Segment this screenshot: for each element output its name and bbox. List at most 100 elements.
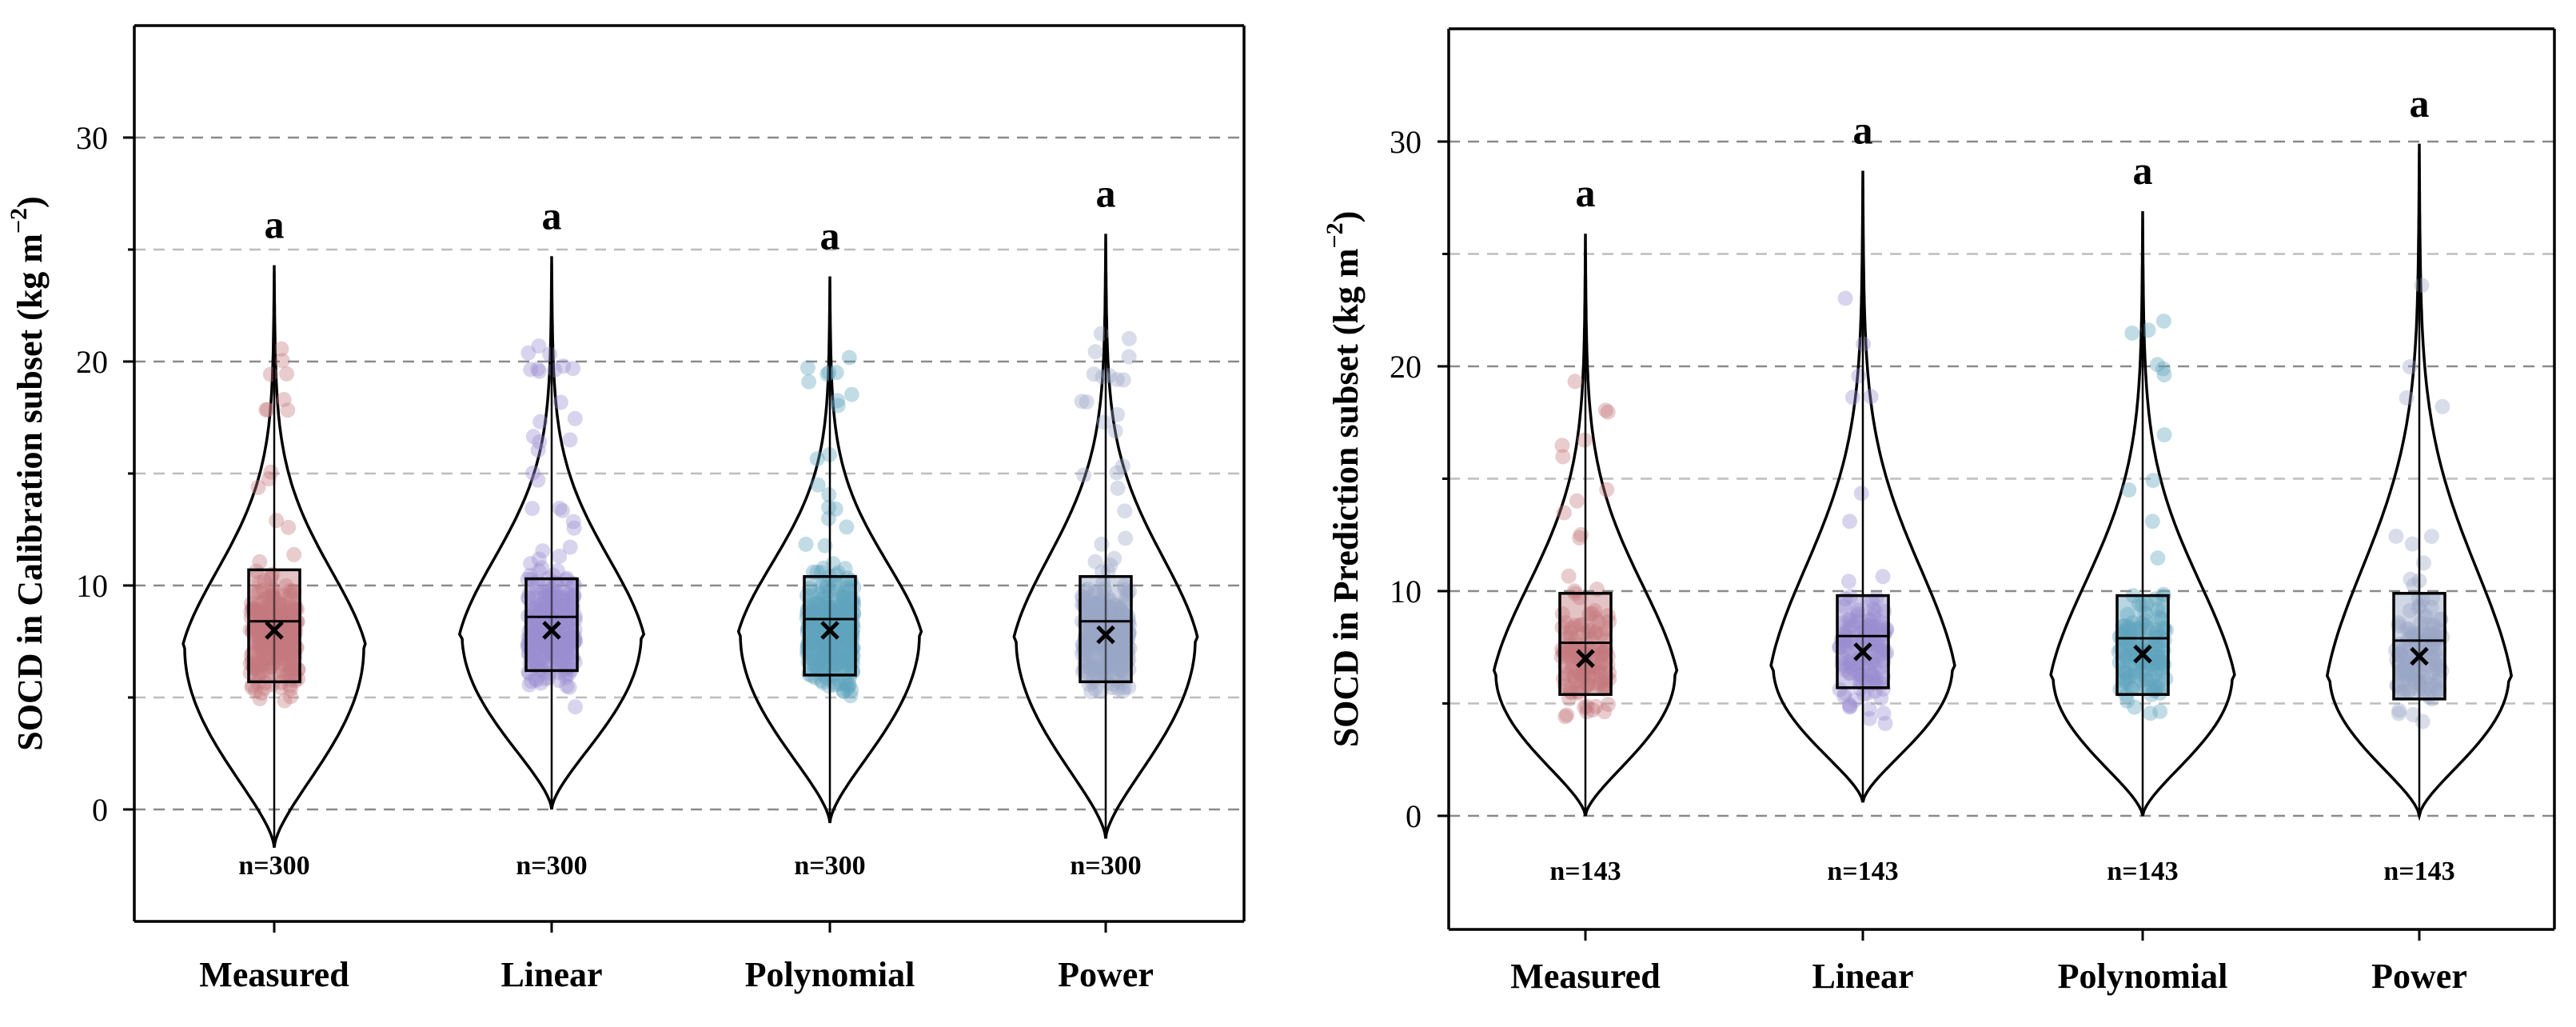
data-point xyxy=(523,362,539,378)
data-point xyxy=(534,596,550,612)
data-point xyxy=(252,604,268,620)
data-point xyxy=(1590,659,1606,675)
data-point xyxy=(1079,626,1095,641)
data-point xyxy=(1114,662,1130,678)
data-point xyxy=(260,641,276,657)
data-point xyxy=(269,637,285,653)
data-point xyxy=(1597,704,1613,720)
data-point xyxy=(1862,617,1878,633)
data-point xyxy=(286,626,302,642)
data-point xyxy=(273,597,289,613)
data-point xyxy=(1104,680,1119,696)
x-category-label: Linear xyxy=(500,955,602,994)
data-point xyxy=(831,656,847,672)
data-point xyxy=(2150,679,2165,694)
data-point xyxy=(559,619,575,635)
data-point xyxy=(845,621,861,636)
data-point xyxy=(2412,678,2428,694)
data-point xyxy=(273,644,289,659)
data-point xyxy=(253,633,269,649)
y-tick-label: 30 xyxy=(76,120,108,156)
data-point xyxy=(555,503,570,518)
data-point xyxy=(539,645,555,661)
data-point xyxy=(1089,604,1105,620)
data-point xyxy=(525,429,541,445)
data-point xyxy=(837,620,852,636)
data-point xyxy=(559,633,575,649)
data-point xyxy=(284,584,300,600)
data-point xyxy=(1561,568,1577,584)
data-point xyxy=(1595,645,1610,661)
data-point xyxy=(567,633,583,649)
data-point xyxy=(805,631,821,647)
y-tick-label: 10 xyxy=(1390,573,1422,609)
data-point xyxy=(845,640,861,656)
data-point xyxy=(280,626,296,642)
data-point xyxy=(1086,366,1102,382)
data-point xyxy=(1872,640,1888,656)
data-point xyxy=(845,597,861,613)
data-point xyxy=(560,637,576,653)
data-point xyxy=(281,618,297,634)
data-point xyxy=(528,671,544,687)
data-point xyxy=(1597,680,1613,695)
data-point xyxy=(530,630,546,646)
data-point xyxy=(834,676,849,692)
y-tick-label: 30 xyxy=(1390,124,1422,160)
data-point xyxy=(285,630,301,646)
data-point xyxy=(2118,665,2134,681)
data-point xyxy=(1559,643,1575,659)
data-point xyxy=(1873,646,1889,662)
data-point xyxy=(1083,637,1099,653)
violin-outline xyxy=(457,256,646,810)
data-point xyxy=(525,623,541,639)
data-point xyxy=(836,591,852,607)
data-point xyxy=(1085,596,1101,612)
data-point xyxy=(2121,482,2137,498)
data-point xyxy=(278,646,294,662)
data-point xyxy=(833,589,849,605)
data-point xyxy=(1079,601,1095,617)
data-point xyxy=(259,589,275,605)
data-point xyxy=(2421,669,2437,685)
data-point xyxy=(1864,621,1880,637)
data-point xyxy=(2137,678,2153,694)
data-point xyxy=(839,654,855,670)
data-point xyxy=(843,688,859,704)
data-point xyxy=(1559,647,1575,663)
data-point xyxy=(838,631,854,647)
data-point xyxy=(1099,655,1115,671)
data-point xyxy=(835,637,851,653)
data-point xyxy=(2133,621,2149,636)
data-point xyxy=(1580,677,1596,693)
data-point xyxy=(1091,597,1107,612)
data-point xyxy=(2143,657,2159,673)
data-point xyxy=(1571,663,1587,679)
data-point xyxy=(1846,657,1862,673)
data-point xyxy=(1096,657,1112,673)
data-point xyxy=(2155,603,2171,619)
data-point xyxy=(531,363,547,379)
data-point xyxy=(273,341,289,357)
data-point xyxy=(837,639,853,655)
data-point xyxy=(269,649,285,665)
data-point xyxy=(520,629,536,645)
data-point xyxy=(839,652,855,667)
data-point xyxy=(537,589,553,605)
data-point xyxy=(1110,606,1126,622)
data-point xyxy=(560,645,576,661)
data-point xyxy=(2422,680,2438,696)
data-point xyxy=(1111,653,1127,669)
data-point xyxy=(1870,634,1886,650)
data-point xyxy=(261,471,277,487)
data-point xyxy=(846,605,862,621)
data-point xyxy=(257,605,273,621)
data-point xyxy=(828,643,844,659)
data-point xyxy=(257,601,273,617)
data-point xyxy=(834,601,850,617)
data-point xyxy=(276,392,292,407)
data-point xyxy=(2430,661,2446,677)
data-point xyxy=(1079,394,1095,410)
data-point xyxy=(2154,664,2170,680)
data-point xyxy=(1114,645,1130,661)
